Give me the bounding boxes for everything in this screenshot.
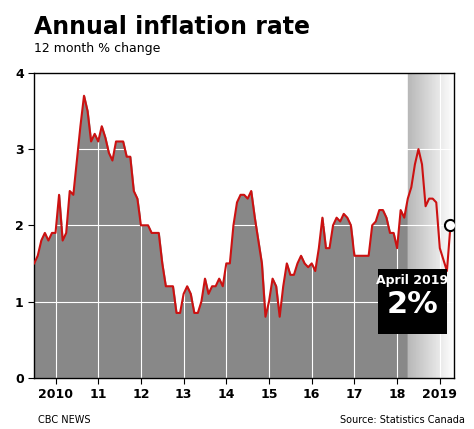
Text: Annual inflation rate: Annual inflation rate bbox=[34, 15, 310, 39]
Text: 2%: 2% bbox=[387, 290, 438, 319]
Text: 12 month % change: 12 month % change bbox=[34, 42, 161, 54]
Text: Source: Statistics Canada: Source: Statistics Canada bbox=[340, 415, 465, 425]
FancyBboxPatch shape bbox=[378, 269, 447, 333]
Text: April 2019: April 2019 bbox=[376, 274, 448, 287]
Text: CBC NEWS: CBC NEWS bbox=[38, 415, 91, 425]
